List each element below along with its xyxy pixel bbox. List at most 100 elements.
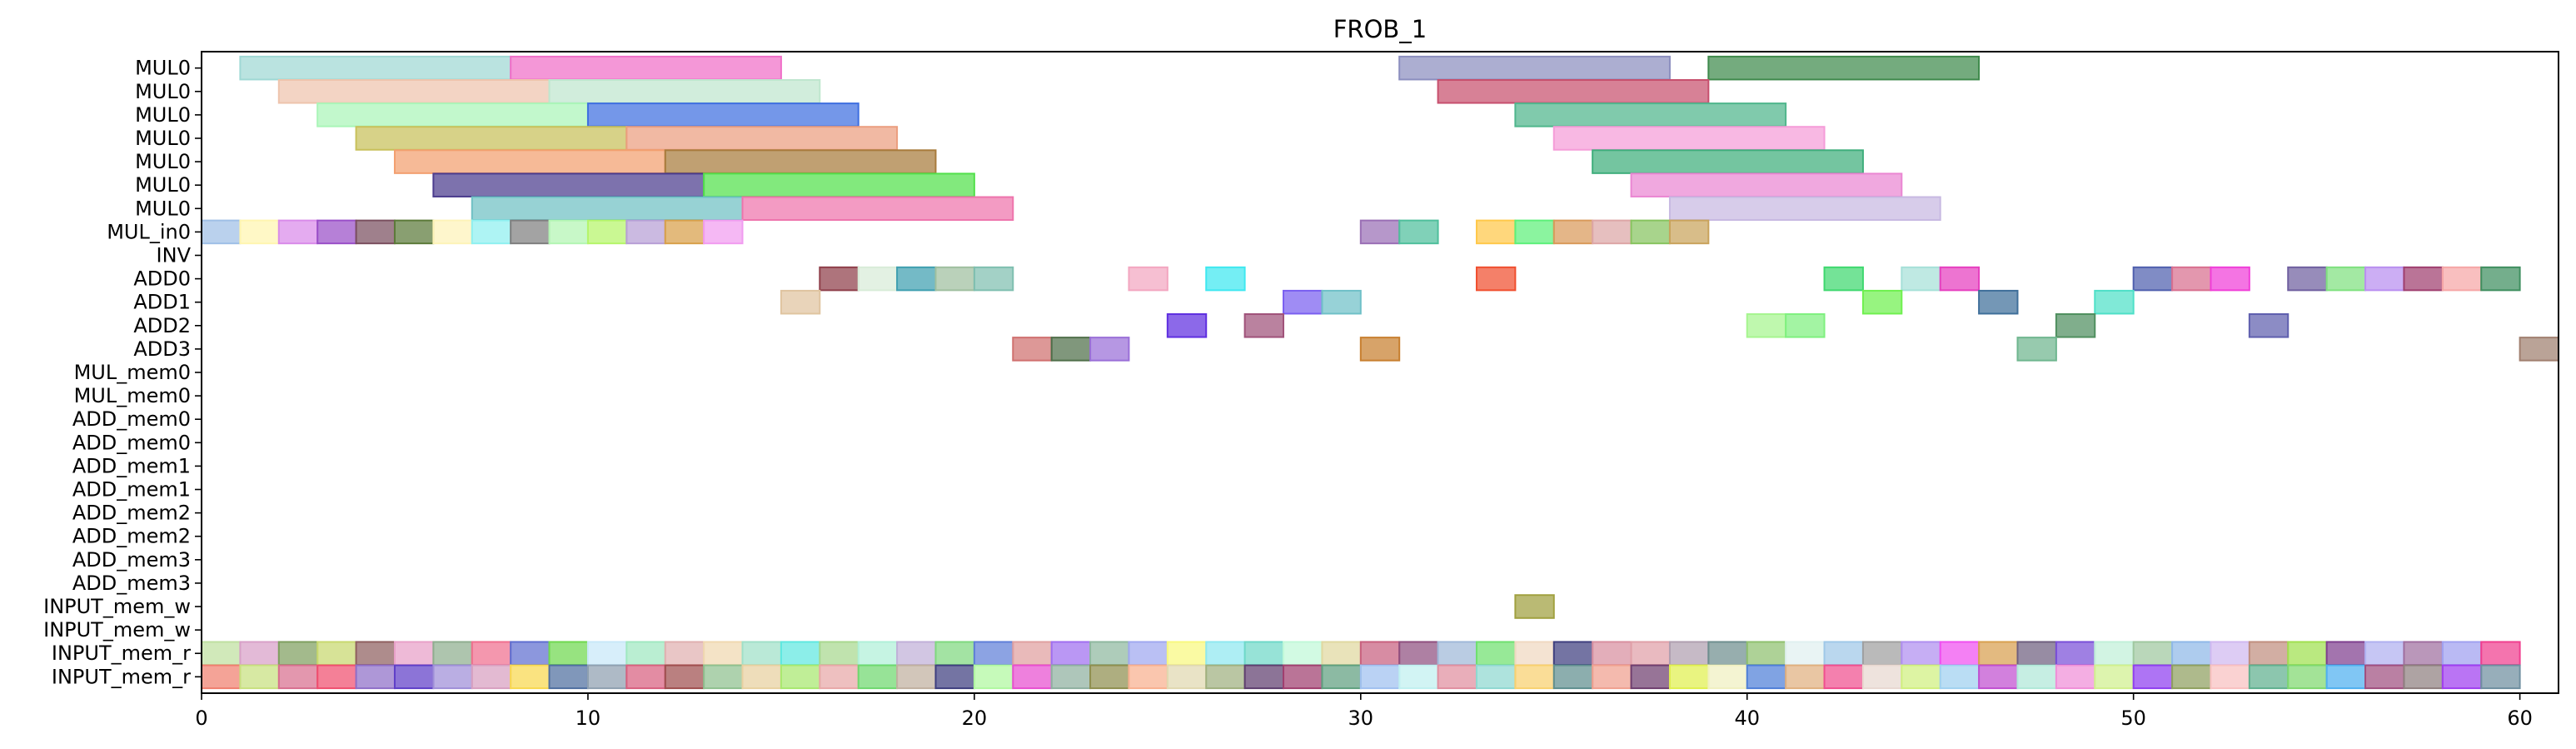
task-bar — [2287, 664, 2328, 690]
x-tick-label: 30 — [1348, 707, 1374, 730]
task-bar — [2480, 664, 2521, 690]
task-bar — [393, 641, 435, 666]
task-bar — [1359, 664, 1401, 690]
task-bar — [2364, 664, 2405, 690]
y-tick-label: ADD_mem1 — [72, 454, 191, 477]
task-bar — [1901, 266, 1941, 292]
x-tick-label: 60 — [2507, 707, 2533, 730]
task-bar — [1475, 664, 1517, 690]
task-bar — [1901, 664, 1941, 690]
y-tick-label: INV — [157, 243, 192, 267]
y-tick-label: MUL0 — [135, 173, 191, 197]
task-bar — [2132, 266, 2174, 292]
task-bar — [1746, 664, 1787, 690]
task-bar — [1050, 337, 1092, 362]
task-bar — [1514, 641, 1555, 666]
x-tick-label: 20 — [962, 707, 988, 730]
y-tick-label: MUL0 — [135, 80, 191, 103]
task-bar — [548, 219, 589, 245]
task-bar — [1283, 641, 1323, 666]
task-bar — [239, 664, 280, 690]
task-bar — [1630, 172, 1903, 197]
task-bar — [780, 641, 821, 666]
task-bar — [2403, 641, 2444, 666]
task-bar — [1089, 664, 1130, 690]
task-bar — [1012, 337, 1053, 362]
task-bar — [2325, 664, 2367, 690]
task-bar — [703, 219, 744, 245]
task-bar — [1630, 641, 1671, 666]
task-bar — [1128, 266, 1168, 292]
task-bar — [2287, 641, 2328, 666]
task-bar — [1861, 641, 1903, 666]
task-bar — [316, 102, 589, 127]
task-bar — [2248, 664, 2290, 690]
task-bar — [548, 79, 821, 104]
y-tick-label: INPUT_mem_w — [43, 618, 191, 642]
task-bar — [1785, 664, 1826, 690]
task-bar — [1050, 641, 1092, 666]
y-tick-label: ADD_mem2 — [72, 502, 191, 525]
task-bar — [1166, 641, 1208, 666]
task-bar — [510, 641, 551, 666]
task-bar — [2055, 664, 2096, 690]
task-bar — [1592, 219, 1632, 245]
task-bar — [1552, 219, 1594, 245]
task-bar — [277, 641, 319, 666]
y-tick-label: INPUT_mem_r — [52, 665, 191, 688]
y-tick-label: MUL0 — [135, 103, 191, 127]
task-bar — [1398, 641, 1439, 666]
task-bar — [1630, 219, 1671, 245]
task-bar — [2248, 641, 2290, 666]
task-bar — [316, 664, 357, 690]
task-bar — [664, 219, 705, 245]
task-bar — [1939, 664, 1981, 690]
task-bar — [1128, 641, 1168, 666]
task-bar — [471, 196, 744, 222]
task-bar — [1861, 289, 1903, 315]
task-bar — [1321, 664, 1362, 690]
y-tick-label: MUL_mem0 — [74, 384, 191, 407]
task-bar — [355, 664, 396, 690]
task-bar — [1746, 313, 1787, 338]
task-bar — [1707, 664, 1748, 690]
task-bar — [625, 126, 899, 151]
task-bar — [664, 664, 705, 690]
task-bar — [471, 641, 512, 666]
task-bar — [1359, 219, 1401, 245]
task-bar — [934, 664, 975, 690]
task-bar — [586, 641, 628, 666]
x-tick-label: 0 — [195, 707, 207, 730]
task-bar — [2441, 641, 2483, 666]
task-bar — [1823, 641, 1864, 666]
task-bar — [1437, 79, 1710, 104]
task-bar — [741, 641, 782, 666]
task-bar — [664, 641, 705, 666]
task-bar — [1668, 664, 1710, 690]
task-bar — [1089, 641, 1130, 666]
task-bar — [1243, 641, 1285, 666]
task-bar — [819, 664, 859, 690]
task-bar — [239, 219, 280, 245]
task-bar — [1514, 594, 1555, 619]
task-bar — [973, 664, 1014, 690]
task-bar — [896, 664, 937, 690]
task-bar — [1514, 102, 1787, 127]
task-bar — [1166, 664, 1208, 690]
task-bar — [1668, 196, 1941, 222]
y-axis: MUL0MUL0MUL0MUL0MUL0MUL0MUL0MUL_in0INVAD… — [43, 57, 202, 688]
task-bar — [1205, 664, 1246, 690]
task-bar — [1514, 664, 1555, 690]
task-bar — [2210, 664, 2250, 690]
task-bar — [1668, 641, 1710, 666]
task-bar — [1746, 641, 1787, 666]
task-bar — [1514, 219, 1555, 245]
task-bar — [2364, 266, 2405, 292]
task-bar — [1978, 289, 2019, 315]
task-bar — [2171, 266, 2212, 292]
task-bar — [239, 641, 280, 666]
task-bar — [1823, 266, 1864, 292]
task-bar — [2094, 664, 2135, 690]
task-bar — [973, 266, 1014, 292]
task-bar — [703, 641, 744, 666]
